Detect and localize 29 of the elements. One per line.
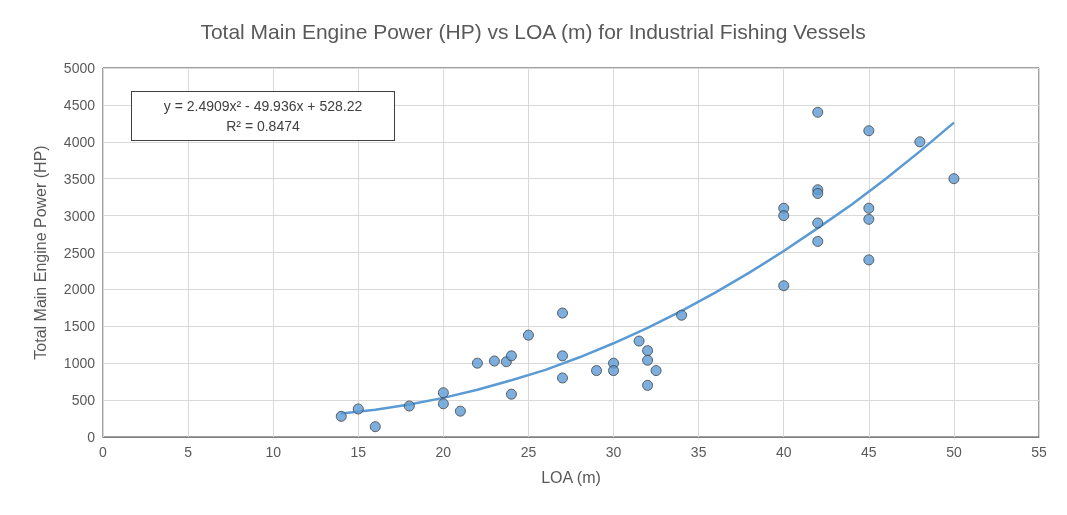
x-tick-label: 40: [775, 444, 792, 460]
x-tick-label: 15: [350, 444, 367, 460]
x-axis-title: LOA (m): [541, 468, 601, 486]
y-tick-label: 1500: [63, 318, 96, 335]
y-tick-label: 1000: [63, 355, 96, 372]
x-tick-label: 0: [99, 444, 108, 460]
annotation: R² = 0.8474: [225, 117, 301, 136]
x-tick-label: 20: [435, 444, 452, 460]
y-tick-label: 0: [87, 429, 96, 445]
x-tick-label: 45: [861, 444, 877, 460]
y-tick-label: 5000: [63, 60, 96, 76]
y-tick-label: 4500: [63, 96, 96, 113]
y-tick-label: 500: [71, 392, 96, 409]
chart-title: Total Main Engine Power (HP) vs LOA (m) for Industrial Fishing Vessels: [200, 20, 866, 43]
x-tick-label: 5: [184, 444, 193, 460]
equation-box: y = 2.4909x² - 49.936x + 528.22 R² = 0.8474: [131, 91, 395, 141]
y-tick-label: 3000: [63, 207, 96, 224]
y-tick-label: 3500: [63, 170, 96, 187]
x-tick-label: 30: [605, 444, 622, 460]
x-tick-label: 35: [690, 444, 707, 460]
annotation: y = 2.4909x² - 49.936x + 528.22: [162, 97, 364, 116]
y-tick-label: 2500: [63, 244, 96, 261]
x-tick-label: 50: [946, 444, 962, 460]
x-tick-label: 10: [265, 444, 282, 460]
y-tick-label: 2000: [63, 281, 96, 298]
x-tick-label: 25: [520, 444, 537, 460]
y-axis-title: Total Main Engine Power (HP): [31, 145, 49, 360]
y-tick-label: 4000: [63, 133, 96, 150]
x-tick-label: 55: [1031, 444, 1047, 460]
